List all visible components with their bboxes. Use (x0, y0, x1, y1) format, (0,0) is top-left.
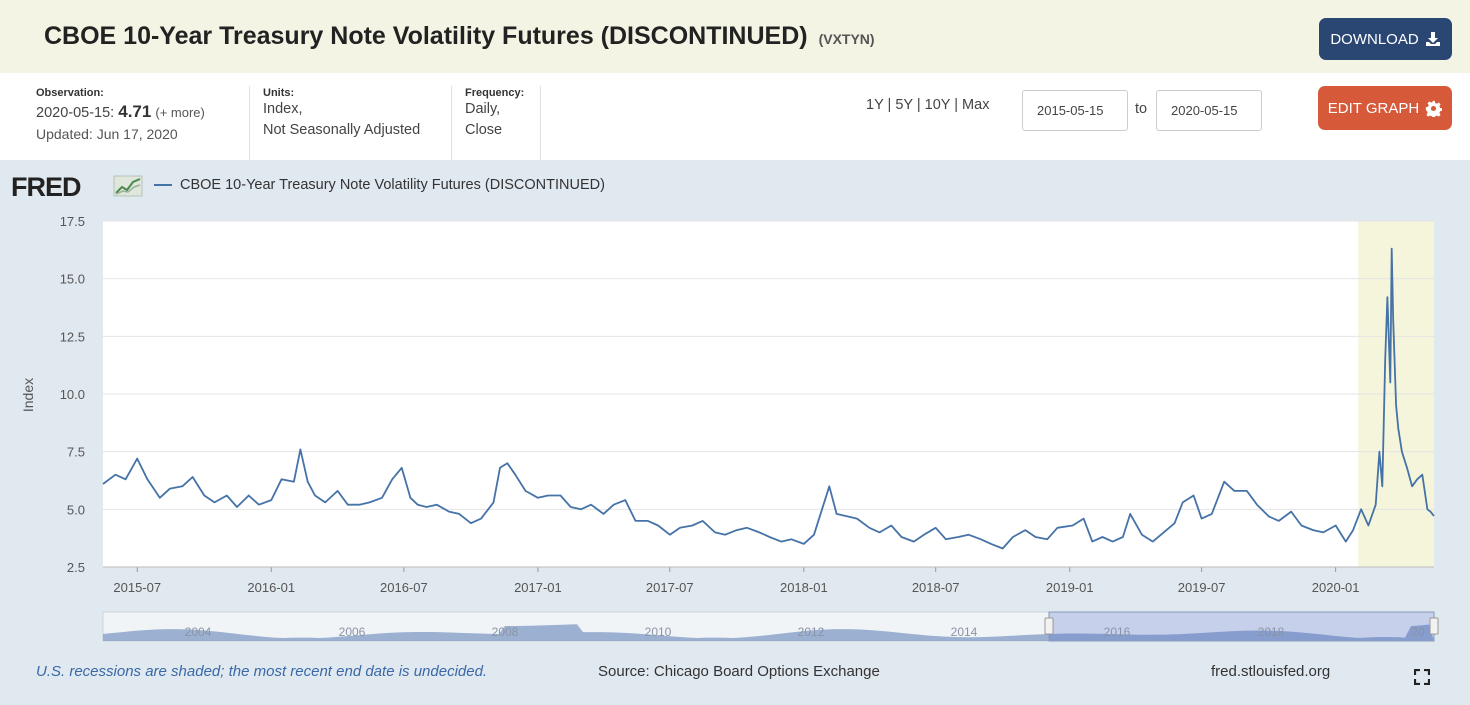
range-navigator: 2004 2006 2008 2010 2012 2014 2016 2018 20 (102, 611, 1439, 642)
edit-graph-button[interactable]: EDIT GRAPH (1318, 86, 1452, 130)
title-bar: CBOE 10-Year Treasury Note Volatility Fu… (0, 0, 1470, 73)
x-tick-label: 2017-01 (514, 580, 562, 595)
range-5y[interactable]: 5Y (895, 97, 913, 113)
observation-label: Observation: (36, 87, 104, 99)
download-label: DOWNLOAD (1330, 30, 1419, 48)
start-date-input[interactable] (1022, 90, 1128, 131)
frequency-line1: Daily, (465, 101, 501, 117)
y-tick-label: 7.5 (67, 445, 85, 460)
range-1y[interactable]: 1Y (866, 97, 884, 113)
series-layer (102, 247, 1435, 550)
range-separator: | (887, 97, 892, 113)
navigator-label: 2006 (339, 625, 366, 639)
units-line2: Not Seasonally Adjusted (263, 122, 421, 138)
range-10y[interactable]: 10Y (924, 97, 951, 113)
fred-logo: FRED (11, 172, 81, 203)
frequency-label: Frequency: (465, 87, 525, 99)
y-tick-label: 15.0 (60, 272, 85, 287)
observation-date: 2020-05-15: (36, 105, 115, 121)
fred-chart-icon (113, 175, 143, 197)
recession-note: U.S. recessions are shaded; the most rec… (36, 663, 488, 680)
x-tick-label: 2018-01 (780, 580, 828, 595)
x-tick-label: 2019-07 (1178, 580, 1226, 595)
range-separator: | (954, 97, 959, 113)
gear-icon (1426, 100, 1443, 117)
x-tick-label: 2017-07 (646, 580, 694, 595)
download-button[interactable]: DOWNLOAD (1319, 18, 1452, 60)
x-tick-label: 2016-07 (380, 580, 428, 595)
y-tick-label: 2.5 (67, 560, 85, 575)
units-column: Units: Index, Not Seasonally Adjusted (263, 73, 420, 160)
series-id: (VXTYN) (818, 31, 875, 47)
source-text: Source: Chicago Board Options Exchange (598, 663, 880, 680)
end-date-input[interactable] (1156, 90, 1262, 131)
series-line (102, 247, 1435, 550)
observation-row: 2020-05-15: 4.71 (+ more) (36, 101, 205, 124)
updated-date: Updated: Jun 17, 2020 (36, 126, 178, 142)
x-tick-label: 2019-01 (1046, 580, 1094, 595)
frequency-column: Frequency: Daily, Close (465, 73, 524, 160)
line-chart: 2.5 5.0 7.5 10.0 12.5 15.0 17.5 2015-07 2016-01… (20, 214, 1439, 642)
more-link[interactable]: (+ more) (155, 105, 205, 120)
y-tick-label: 12.5 (60, 329, 85, 344)
navigator-label: 2018 (1258, 625, 1285, 639)
navigator-label: 2004 (185, 625, 212, 639)
divider (451, 86, 452, 160)
range-max[interactable]: Max (962, 97, 990, 113)
fred-logo-text: FRED (11, 172, 81, 202)
navigator-label: 2014 (951, 625, 978, 639)
navigator-handle[interactable] (1044, 617, 1054, 635)
y-tick-label: 10.0 (60, 387, 85, 402)
x-tick-label: 2018-07 (912, 580, 960, 595)
navigator-selection (1048, 611, 1435, 642)
site-link[interactable]: fred.stlouisfed.org (1211, 663, 1331, 680)
x-axis-ticks: 2015-07 2016-01 2016-07 2017-01 2017-07 2018-… (103, 566, 1434, 595)
page-title: CBOE 10-Year Treasury Note Volatility Fu… (44, 22, 875, 51)
download-icon (1425, 32, 1440, 46)
range-selector: 1Y | 5Y | 10Y | Max (866, 97, 989, 113)
navigator-label: 2016 (1104, 625, 1131, 639)
chart-legend: CBOE 10-Year Treasury Note Volatility Fu… (154, 177, 605, 193)
x-tick-label: 2015-07 (113, 580, 161, 595)
y-tick-label: 5.0 (67, 502, 85, 517)
legend-label: CBOE 10-Year Treasury Note Volatility Fu… (180, 177, 605, 193)
series-title: CBOE 10-Year Treasury Note Volatility Fu… (44, 22, 808, 50)
navigator-label: 20 (1411, 625, 1425, 639)
divider (540, 86, 541, 160)
navigator-label: 2012 (798, 625, 825, 639)
observation-column: Observation: 2020-05-15: 4.71 (+ more) U… (36, 73, 205, 160)
legend-swatch (154, 184, 172, 186)
graph-panel: FRED CBOE 10-Year Treasury Note Volatili… (0, 160, 1470, 705)
edit-graph-label: EDIT GRAPH (1327, 99, 1420, 117)
navigator-area (103, 624, 1434, 641)
y-axis-label: Index (20, 378, 36, 412)
y-axis-ticks: 2.5 5.0 7.5 10.0 12.5 15.0 17.5 (60, 214, 85, 575)
frequency-line2: Close (465, 122, 503, 138)
y-tick-label: 17.5 (60, 214, 85, 229)
navigator-label: 2008 (492, 625, 519, 639)
to-label: to (1135, 101, 1148, 117)
x-tick-label: 2016-01 (247, 580, 295, 595)
fullscreen-icon[interactable] (1414, 669, 1430, 685)
units-line1: Index, (263, 101, 303, 117)
x-tick-label: 2020-01 (1312, 580, 1360, 595)
navigator-handle[interactable] (1429, 617, 1439, 635)
range-separator: | (916, 97, 921, 113)
divider (249, 86, 250, 160)
chart-grid (103, 220, 1434, 568)
navigator-label: 2010 (645, 625, 672, 639)
units-label: Units: (263, 87, 295, 99)
observation-value: 4.71 (118, 102, 152, 121)
